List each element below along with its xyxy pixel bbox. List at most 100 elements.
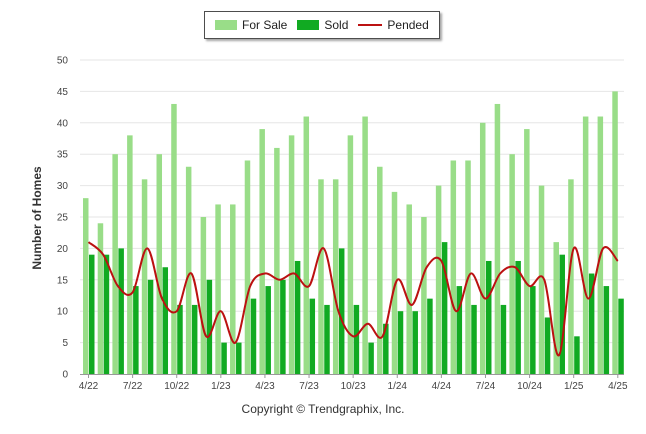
pended-line-layer: [87, 241, 619, 357]
bar-sold[interactable]: [530, 286, 536, 374]
bar-for-sale[interactable]: [259, 129, 265, 374]
bar-for-sale[interactable]: [332, 179, 339, 374]
bar-sold[interactable]: [397, 311, 404, 374]
y-tick-label: 25: [57, 213, 69, 224]
bar-for-sale[interactable]: [568, 179, 574, 374]
bar-sold[interactable]: [412, 311, 418, 374]
bar-sold[interactable]: [221, 342, 227, 374]
bar-for-sale[interactable]: [127, 135, 133, 374]
bar-for-sale[interactable]: [582, 116, 589, 375]
bar-sold[interactable]: [353, 304, 360, 374]
x-tick-label: 7/23: [299, 381, 319, 392]
legend-item-pended[interactable]: Pended: [358, 18, 429, 32]
bar-for-sale[interactable]: [509, 154, 515, 374]
x-tick-label: 4/25: [608, 381, 628, 392]
bar-sold[interactable]: [206, 279, 213, 374]
bar-for-sale[interactable]: [450, 160, 457, 374]
bar-for-sale[interactable]: [479, 122, 486, 374]
bar-sold[interactable]: [118, 248, 124, 374]
bar-for-sale[interactable]: [185, 166, 192, 374]
bar-sold[interactable]: [427, 298, 433, 374]
bar-sold[interactable]: [309, 298, 316, 374]
bar-for-sale[interactable]: [215, 204, 221, 374]
bar-sold[interactable]: [133, 286, 139, 374]
bar-for-sale[interactable]: [465, 160, 471, 374]
x-tick-label: 4/22: [79, 381, 99, 392]
bar-for-sale[interactable]: [435, 185, 442, 374]
bar-sold[interactable]: [574, 336, 580, 374]
bar-for-sale[interactable]: [377, 166, 383, 374]
bar-sold[interactable]: [250, 298, 257, 374]
bar-for-sale[interactable]: [612, 91, 618, 375]
bar-sold[interactable]: [191, 304, 198, 374]
bar-for-sale[interactable]: [421, 217, 427, 374]
bar-sold[interactable]: [177, 304, 183, 374]
bar-for-sale[interactable]: [391, 191, 398, 374]
x-tick-label: 4/24: [432, 381, 452, 392]
bar-sold[interactable]: [383, 323, 389, 374]
bar-for-sale[interactable]: [83, 198, 89, 374]
bar-sold[interactable]: [162, 267, 169, 374]
bar-for-sale[interactable]: [406, 204, 412, 374]
bar-for-sale[interactable]: [303, 116, 310, 375]
bar-sold[interactable]: [280, 279, 286, 374]
bar-for-sale[interactable]: [141, 179, 148, 374]
bar-sold[interactable]: [368, 342, 374, 374]
bar-sold[interactable]: [456, 286, 463, 374]
y-tick-label: 45: [57, 87, 69, 98]
bar-sold[interactable]: [471, 304, 477, 374]
bar-sold[interactable]: [588, 273, 595, 374]
bar-for-sale[interactable]: [494, 103, 501, 375]
bar-for-sale[interactable]: [156, 154, 163, 374]
bar-sold[interactable]: [559, 254, 565, 374]
bar-sold[interactable]: [236, 342, 242, 374]
y-tick-label: 5: [62, 338, 68, 349]
bar-sold[interactable]: [544, 317, 551, 374]
y-tick-label: 35: [57, 150, 69, 161]
bar-for-sale[interactable]: [230, 204, 236, 374]
bar-sold[interactable]: [485, 260, 492, 374]
bar-sold[interactable]: [618, 298, 624, 374]
bar-for-sale[interactable]: [538, 185, 545, 374]
bar-for-sale[interactable]: [597, 116, 604, 375]
bar-for-sale[interactable]: [553, 242, 559, 374]
x-tick-label: 10/24: [517, 381, 542, 392]
bar-sold[interactable]: [103, 254, 110, 374]
x-tick-label: 4/23: [255, 381, 275, 392]
bar-sold[interactable]: [603, 286, 610, 374]
bar-for-sale[interactable]: [362, 116, 368, 375]
x-tick-label: 1/24: [388, 381, 408, 392]
legend-item-for-sale[interactable]: For Sale: [215, 18, 287, 32]
bar-for-sale[interactable]: [318, 179, 324, 374]
bar-for-sale[interactable]: [171, 103, 177, 375]
bar-sold[interactable]: [338, 248, 345, 374]
bar-for-sale[interactable]: [288, 135, 295, 374]
pended-line[interactable]: [87, 241, 619, 357]
sold-swatch-icon: [297, 20, 320, 30]
bar-sold[interactable]: [500, 304, 507, 374]
legend-label-pended: Pended: [387, 18, 429, 32]
bar-for-sale[interactable]: [524, 129, 530, 374]
bar-sold[interactable]: [324, 304, 330, 374]
bar-sold[interactable]: [147, 279, 154, 374]
bar-for-sale[interactable]: [112, 154, 118, 374]
x-tick-label: 1/23: [211, 381, 231, 392]
legend-item-sold[interactable]: Sold: [297, 18, 348, 32]
copyright-footer: Copyright © Trendgraphix, Inc.: [241, 402, 405, 416]
pended-line-icon: [358, 24, 383, 26]
bar-sold[interactable]: [441, 242, 448, 374]
bar-for-sale[interactable]: [244, 160, 251, 374]
bar-sold[interactable]: [294, 260, 301, 374]
x-tick-label: 7/24: [476, 381, 496, 392]
bar-sold[interactable]: [89, 254, 95, 374]
x-axis-ticks: 4/22 7/22 10/22 1/23 4/23 7/23 10/23 1/24 4/24 7/…: [79, 374, 628, 392]
bars: [83, 91, 624, 375]
bar-for-sale[interactable]: [274, 147, 280, 374]
bar-sold[interactable]: [265, 286, 271, 374]
x-tick-label: 7/22: [123, 381, 143, 392]
bar-for-sale[interactable]: [97, 223, 104, 374]
bar-for-sale[interactable]: [200, 217, 207, 374]
y-tick-label: 0: [62, 370, 68, 381]
bar-for-sale[interactable]: [347, 135, 354, 374]
bar-sold[interactable]: [515, 260, 521, 374]
